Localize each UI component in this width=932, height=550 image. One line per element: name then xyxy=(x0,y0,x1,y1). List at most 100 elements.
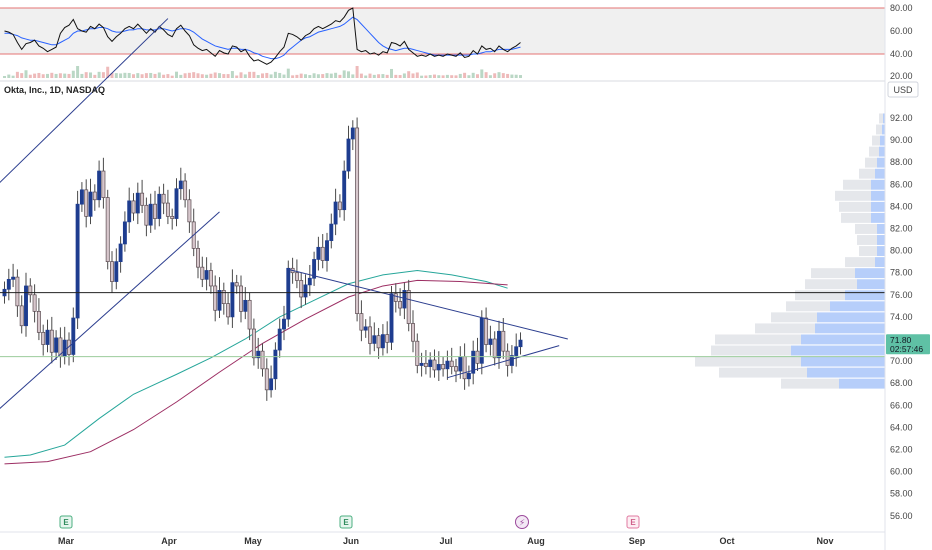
candle-body xyxy=(307,277,312,286)
volume-bar xyxy=(153,73,157,78)
candle-body xyxy=(32,294,37,312)
candle-body xyxy=(497,330,501,359)
candle-body xyxy=(183,180,188,201)
volume-bar xyxy=(402,73,406,78)
volume-profile-down-bar xyxy=(859,246,877,257)
candle-body xyxy=(303,284,308,298)
price-tick-label: 82.00 xyxy=(890,224,913,234)
volume-bar xyxy=(144,73,148,78)
month-label: Sep xyxy=(629,536,646,546)
currency-badge[interactable]: USD xyxy=(887,81,919,98)
volume-bar xyxy=(506,73,510,78)
candle-body xyxy=(454,366,458,372)
candle-body xyxy=(247,299,252,330)
volume-bar xyxy=(179,74,183,78)
volume-bar xyxy=(58,73,62,78)
candle-body xyxy=(221,290,226,304)
volume-bar xyxy=(149,72,153,78)
candle-body xyxy=(380,334,385,349)
candle-body xyxy=(178,180,183,190)
volume-bar xyxy=(282,74,286,78)
volume-bar xyxy=(46,73,49,78)
volume-bar xyxy=(433,74,436,78)
volume-bar xyxy=(205,74,209,78)
candle-body xyxy=(368,326,372,344)
candle-body xyxy=(492,338,497,359)
candle-body xyxy=(488,338,493,345)
candle-body xyxy=(484,317,489,345)
trendlines[interactable] xyxy=(0,18,568,428)
volume-profile-up-bar xyxy=(791,345,885,356)
candle-body xyxy=(71,317,76,355)
volume-bar xyxy=(175,71,178,78)
volume-profile-down-bar xyxy=(845,257,875,268)
volume-bar xyxy=(37,72,41,78)
candle-body xyxy=(97,170,102,201)
volume-profile-up-bar xyxy=(871,190,885,201)
candle-body xyxy=(11,276,16,280)
candle-body xyxy=(67,339,71,355)
volume-profile-down-bar xyxy=(695,356,801,367)
volume-bar xyxy=(321,74,325,78)
volume-bar xyxy=(385,74,389,78)
candle-body xyxy=(350,127,355,140)
candle-body xyxy=(402,290,407,309)
rsi-tick-label: 40.00 xyxy=(890,49,913,59)
volume-profile-down-bar xyxy=(719,367,807,378)
volume-bar xyxy=(510,74,514,78)
volume-bar xyxy=(269,74,273,78)
volume-bar xyxy=(334,72,338,78)
volume-bar xyxy=(89,72,92,78)
candle-body xyxy=(282,318,286,330)
volume-bar xyxy=(170,75,174,78)
candle-body xyxy=(505,350,510,366)
volume-profile-down-bar xyxy=(872,135,880,146)
rsi-tick-label: 80.00 xyxy=(890,3,913,13)
volume-bar xyxy=(273,71,277,78)
candle-body xyxy=(45,329,50,345)
volume-profile-up-bar xyxy=(817,312,885,323)
volume-bar xyxy=(476,74,479,78)
volume-bar xyxy=(411,73,415,78)
volume-profile-up-bar xyxy=(801,356,885,367)
candles xyxy=(2,117,523,401)
volume-profile-down-bar xyxy=(857,235,877,245)
candle-body xyxy=(462,356,467,380)
volume-bar xyxy=(299,73,303,78)
price-axis[interactable]: 92.00 90.00 88.00 86.00 84.00 82.00 80.00 78.00… xyxy=(890,113,913,521)
volume-bar xyxy=(209,73,213,78)
price-tick-label: 80.00 xyxy=(890,246,913,256)
volume-profile-up-bar xyxy=(871,212,885,223)
time-axis[interactable]: Mar Apr May Jun Jul Aug Sep Oct Nov xyxy=(58,536,834,546)
volume-profile-up-bar xyxy=(875,168,885,179)
volume-bar xyxy=(24,70,28,78)
volume-bar xyxy=(67,73,71,78)
candle-body xyxy=(385,334,390,343)
volume-profile-up-bar xyxy=(879,146,885,157)
volume-profile-up-bar xyxy=(877,157,885,168)
price-tick-label: 66.00 xyxy=(890,400,913,410)
volume-bar xyxy=(368,73,372,78)
event-earnings-marker xyxy=(59,515,73,529)
volume-profile-up-bar xyxy=(877,246,885,257)
candle-body xyxy=(174,188,179,219)
candle-body xyxy=(256,350,261,359)
volume-bar xyxy=(480,69,484,78)
volume-profile-up-bar xyxy=(882,124,885,135)
currency-badge-box xyxy=(887,81,919,98)
candle-body xyxy=(19,305,24,327)
candle-body xyxy=(337,201,342,211)
rsi-axis[interactable]: 80.00 60.00 40.00 20.00 xyxy=(890,3,913,81)
volume-profile-down-bar xyxy=(711,345,791,356)
candle-body xyxy=(234,282,239,287)
volume-bar xyxy=(359,73,363,78)
price-tick-label: 88.00 xyxy=(890,157,913,167)
rsi-line xyxy=(4,7,521,65)
candle-body xyxy=(170,215,175,219)
ma-fast-line xyxy=(4,269,508,458)
volume-bar xyxy=(286,68,290,78)
price-tick-label: 90.00 xyxy=(890,135,913,145)
volume-profile-down-bar xyxy=(841,212,871,223)
volume-bar xyxy=(291,75,295,78)
